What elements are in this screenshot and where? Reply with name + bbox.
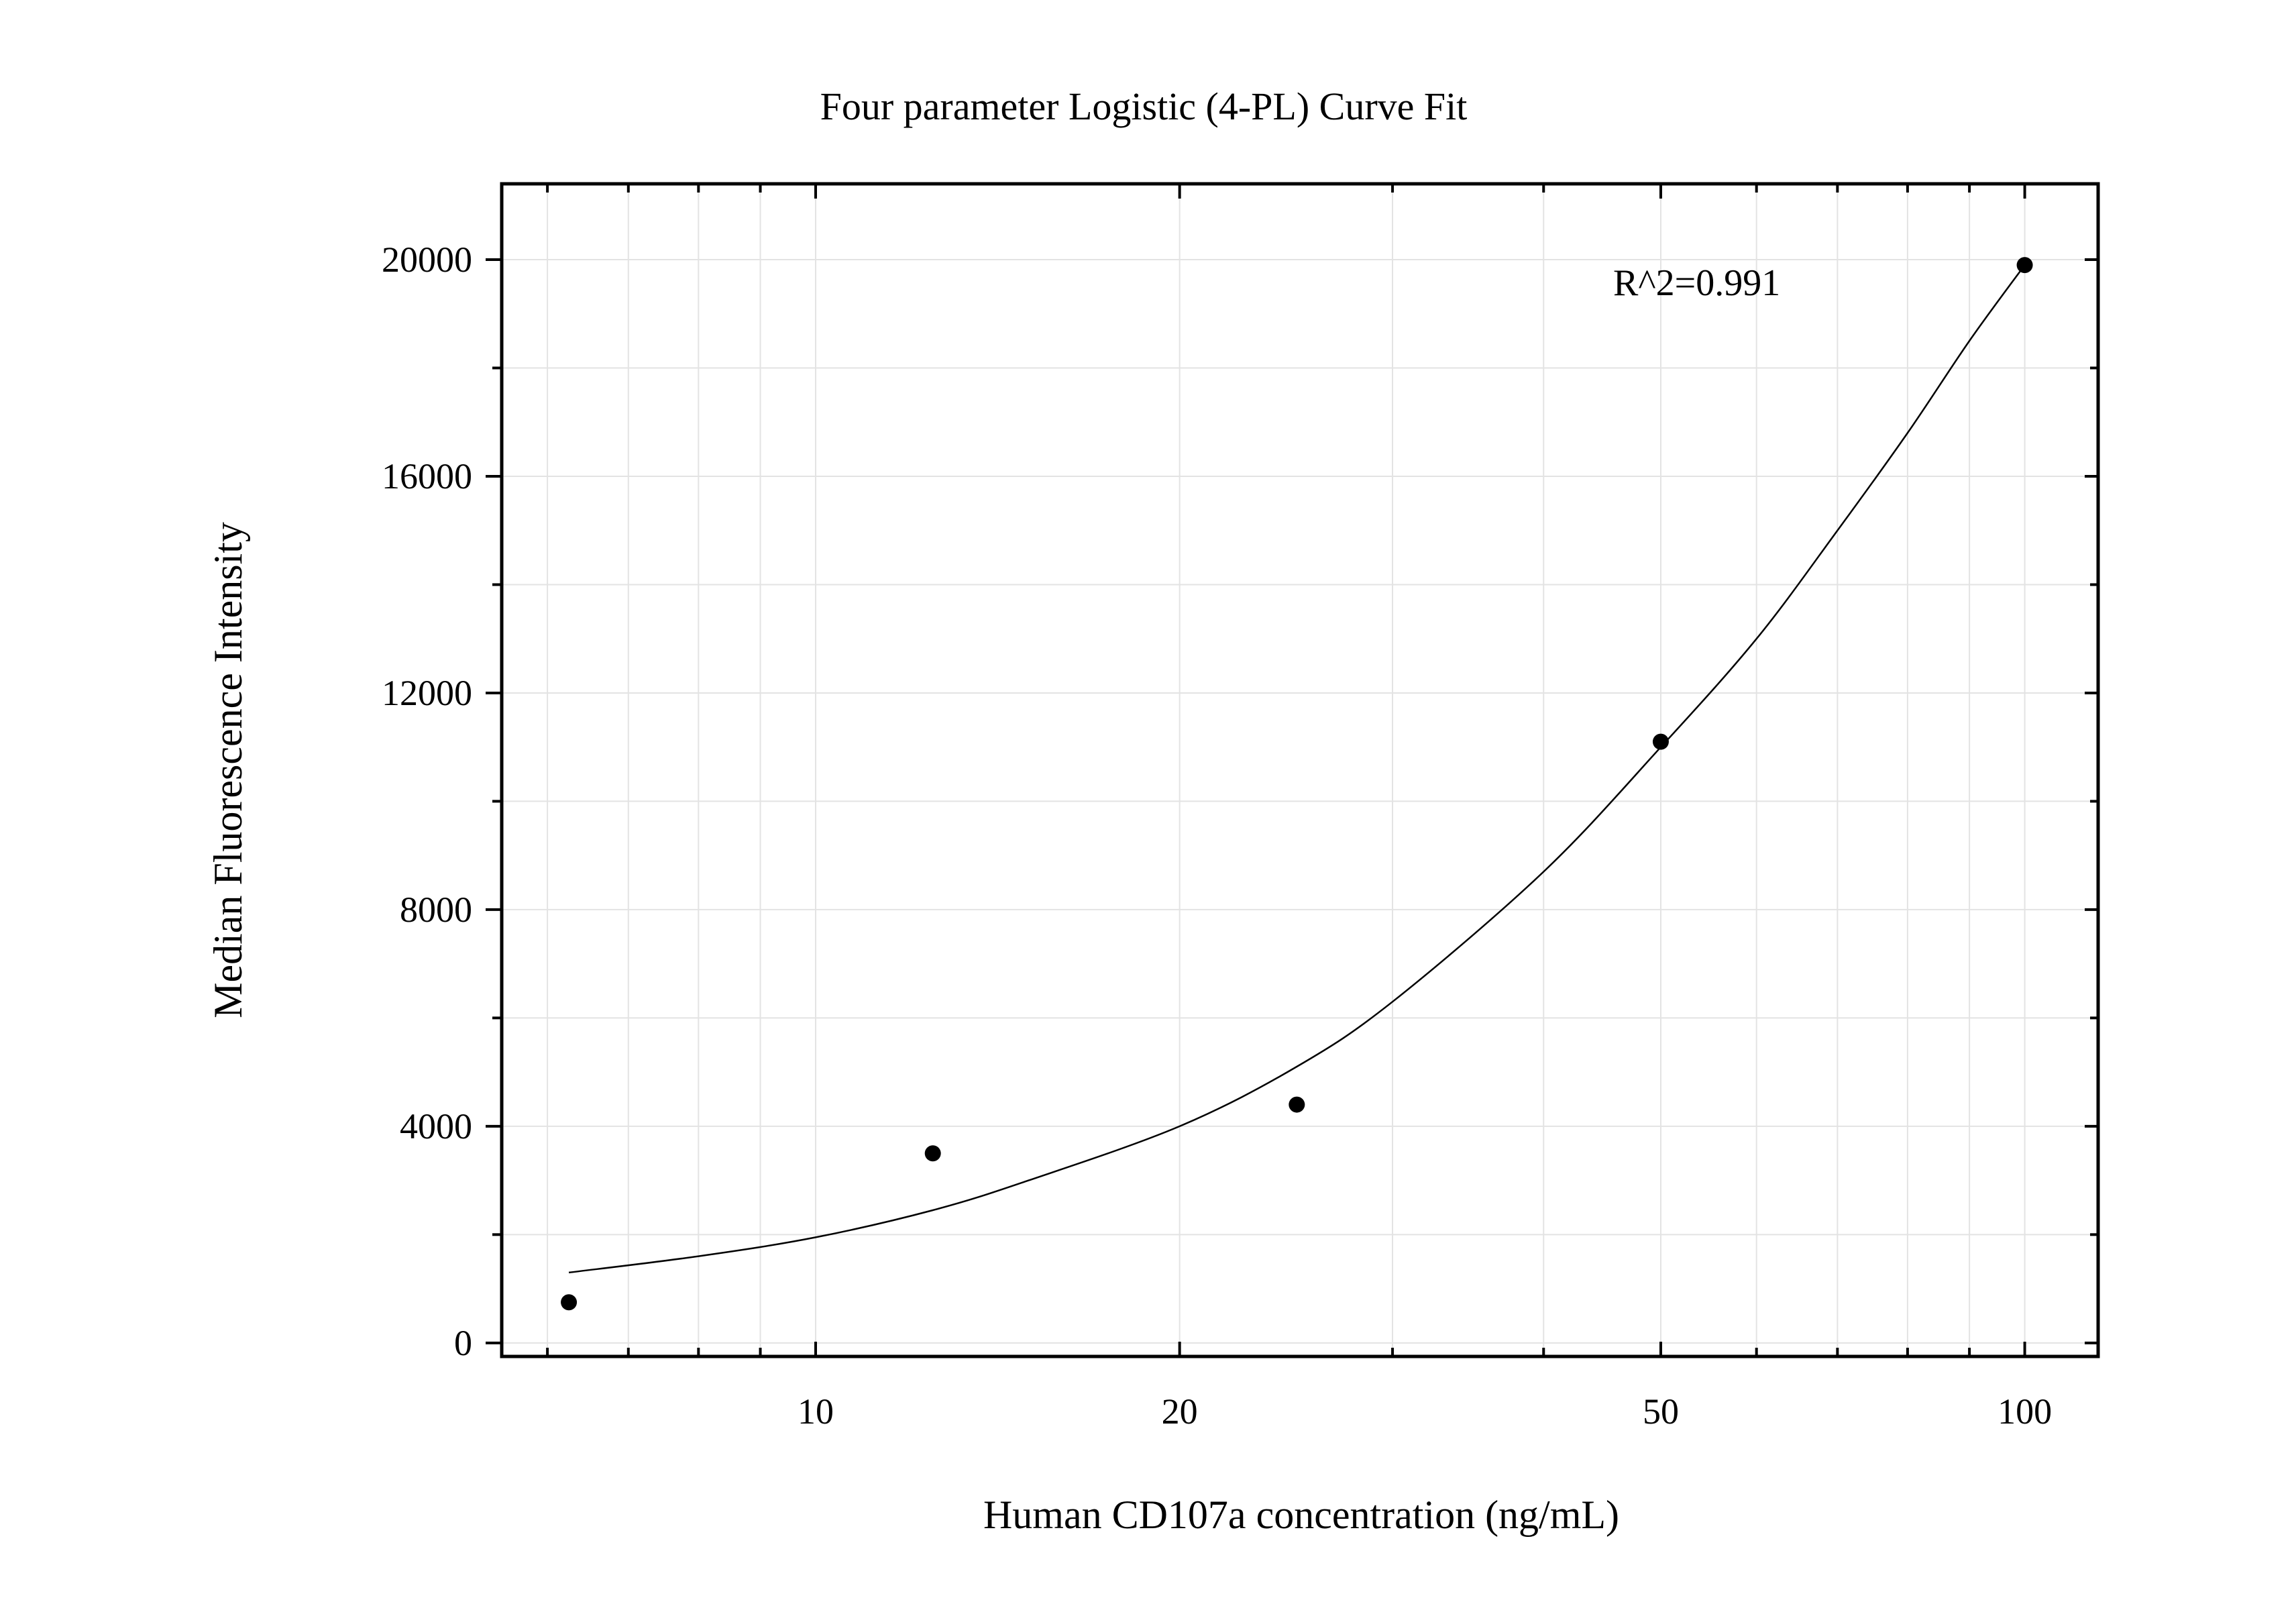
fit-curve [568, 264, 2026, 1274]
y-tick-label: 20000 [382, 239, 472, 280]
data-point [1289, 1096, 1305, 1113]
data-point [924, 1145, 941, 1162]
tick-labels: 10 20 50 100 0 4000 8000 12000 16000 20000 [382, 239, 2052, 1432]
chart-title: Four parameter Logistic (4-PL) Curve Fit [820, 85, 1468, 128]
plot-frame [500, 182, 2100, 1358]
grid-lines [502, 184, 2098, 1356]
y-tick-label: 0 [454, 1323, 472, 1363]
y-tick-label: 12000 [382, 673, 472, 713]
x-axis-label: Human CD107a concentration (ng/mL) [983, 1493, 1619, 1537]
x-tick-label: 10 [798, 1391, 834, 1432]
data-point [1652, 733, 1669, 750]
x-tick-label: 20 [1162, 1391, 1198, 1432]
y-tick-label: 16000 [382, 456, 472, 496]
data-point [561, 1294, 578, 1311]
y-axis-label: Median Fluorescence Intensity [206, 522, 250, 1018]
x-tick-label: 50 [1643, 1391, 1679, 1432]
data-points [561, 257, 2033, 1311]
data-point [2016, 257, 2033, 274]
x-tick-label: 100 [1998, 1391, 2052, 1432]
r-squared-annotation: R^2=0.991 [1613, 262, 1780, 304]
y-tick-label: 4000 [400, 1106, 472, 1146]
axis-ticks [486, 184, 2098, 1356]
y-tick-label: 8000 [400, 890, 472, 930]
